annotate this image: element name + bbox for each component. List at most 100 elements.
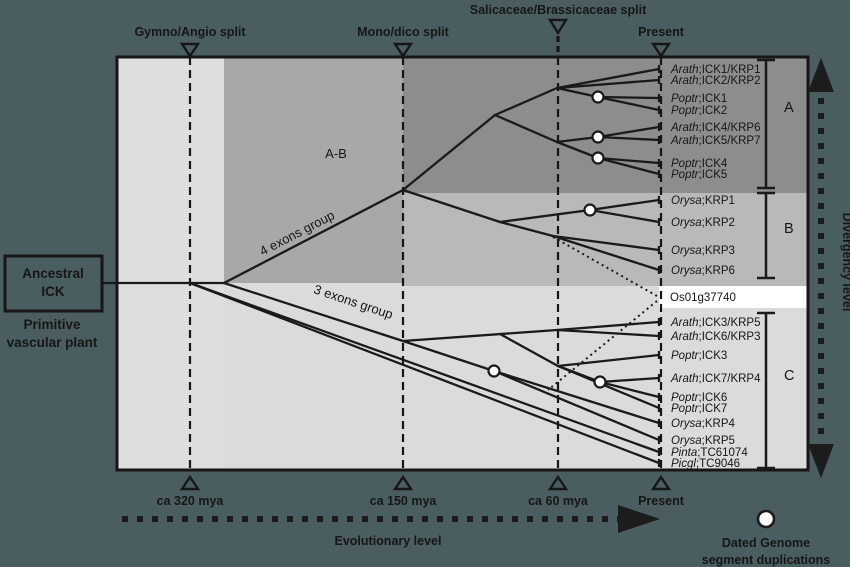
tree-branch (498, 332, 560, 368)
gene-label: Arath;ICK5/KRP7 (670, 135, 761, 147)
gene-label: Poptr;ICK2 (671, 105, 727, 117)
dotted-relation-line (547, 300, 658, 391)
gene-label: Poptr;ICK7 (671, 403, 727, 415)
bottom-axis-label-3: Present (638, 494, 685, 508)
time-triangle-icon (392, 474, 414, 491)
bottom-axis-label-0: ca 320 mya (157, 494, 225, 508)
tree-branch (222, 188, 405, 285)
divergency-axis-label: Divergency level (840, 213, 850, 312)
gene-label: Poptr;ICK4 (671, 158, 728, 170)
legend-line1: Dated Genome (722, 536, 810, 550)
top-axis-label-mono: Mono/dico split (357, 25, 449, 39)
group-letter-B: B (784, 221, 794, 237)
tree-branch (498, 208, 592, 224)
tree-branch (401, 339, 496, 373)
duplication-circle-icon (593, 375, 607, 389)
duplication-circle-icon (487, 364, 501, 378)
gene-label: Poptr;ICK6 (671, 392, 727, 404)
gene-label: Pinta;TC61074 (671, 447, 748, 459)
time-triangle-icon (547, 474, 569, 491)
divergency-axis-arrow: Divergency level (808, 58, 850, 478)
os-band (659, 286, 808, 308)
evolutionary-arrowhead-icon (618, 505, 660, 533)
split-triangle-icon (392, 42, 414, 59)
time-triangle-icon (179, 474, 201, 491)
gene-label: Arath;ICK3/KRP5 (670, 317, 761, 329)
tree-branch (188, 281, 661, 465)
tree-branch (492, 369, 661, 442)
legend: Dated Genome segment duplications (702, 509, 831, 567)
gene-label: Orysa;KRP6 (671, 265, 735, 277)
tree-branch (401, 113, 497, 192)
gene-label: Orysa;KRP2 (671, 217, 735, 229)
dotted-relation-lines (547, 236, 658, 391)
top-axis: Gymno/Angio split Mono/dico split Salicace… (134, 3, 685, 59)
gene-label: Arath;ICK2/KRP2 (670, 75, 761, 87)
tree-branch (588, 198, 661, 212)
tree-branch (401, 188, 502, 224)
tree-branch (493, 86, 559, 117)
duplication-circle-icon (591, 151, 605, 165)
gene-label: Picgl;TC9046 (671, 458, 740, 470)
gene-label: Orysa;KRP1 (671, 195, 735, 207)
divergency-up-arrowhead-icon (808, 58, 834, 92)
duplication-circle-icon (591, 90, 605, 104)
tree-branch (596, 95, 661, 100)
group-letter-A: A (784, 100, 794, 116)
tree-branch (493, 113, 559, 144)
ancestral-box-line1: Ancestral (22, 266, 84, 281)
tree-branch (222, 281, 405, 343)
duplication-circle-icon (591, 130, 605, 144)
duplication-circle-icon (756, 509, 776, 529)
top-axis-label-present: Present (638, 25, 685, 39)
gene-label: Orysa;KRP3 (671, 245, 735, 257)
ancestral-box-caption2: vascular plant (7, 335, 98, 350)
divergency-down-arrowhead-icon (808, 444, 834, 478)
split-triangle-icon (547, 18, 569, 36)
tree-branch (498, 220, 555, 238)
tree-branch (596, 125, 661, 139)
ancestral-box-outline (3, 254, 104, 313)
tree-branch (555, 320, 661, 332)
gene-label: Poptr;ICK1 (671, 93, 727, 105)
tree-branch (555, 135, 600, 144)
gene-label: Poptr;ICK3 (671, 350, 727, 362)
gene-label: Arath;ICK7/KRP4 (670, 373, 761, 385)
evolutionary-axis-arrow: Evolutionary level (122, 505, 660, 548)
ancestral-box-caption1: Primitive (23, 317, 81, 332)
group-letter-C: C (784, 368, 794, 384)
evolutionary-axis-label: Evolutionary level (335, 534, 442, 548)
tree-branch (401, 328, 559, 343)
tree-branch (556, 353, 661, 368)
tree-branch (596, 156, 661, 165)
tree-branch (492, 369, 661, 425)
top-axis-label-sali: Salicaceae/Brassicaceae split (470, 3, 647, 17)
tree-branch (588, 208, 661, 224)
tree-branch (598, 380, 661, 399)
tree-branch (596, 156, 661, 176)
tree-branch (551, 234, 661, 272)
tree-branch (596, 95, 661, 112)
phylogenetic-tree-branches (100, 67, 661, 465)
legend-line2: segment duplications (702, 553, 831, 567)
tree-branch (598, 376, 661, 384)
tree-branch (596, 135, 661, 142)
timeline-dashed-lines (188, 57, 663, 470)
split-triangle-icon (650, 42, 672, 59)
tree-branch (555, 67, 661, 90)
ancestral-box-line2: ICK (41, 284, 65, 299)
gene-label: Orysa;KRP5 (671, 435, 735, 447)
tree-branch (551, 234, 661, 252)
ancestral-ick-box: Ancestral ICK Primitive vascular plant (3, 254, 104, 350)
plot-border (115, 55, 810, 472)
tree-branch (555, 140, 600, 160)
time-triangle-icon (650, 474, 672, 491)
tree-branch (555, 86, 600, 99)
clade-label-ab: A-B (325, 146, 347, 161)
left-strip (117, 57, 224, 470)
bottom-axis-label-1: ca 150 mya (370, 494, 438, 508)
gene-label: Arath;ICK1/KRP1 (670, 64, 761, 76)
group-brackets: A B C (757, 58, 794, 470)
